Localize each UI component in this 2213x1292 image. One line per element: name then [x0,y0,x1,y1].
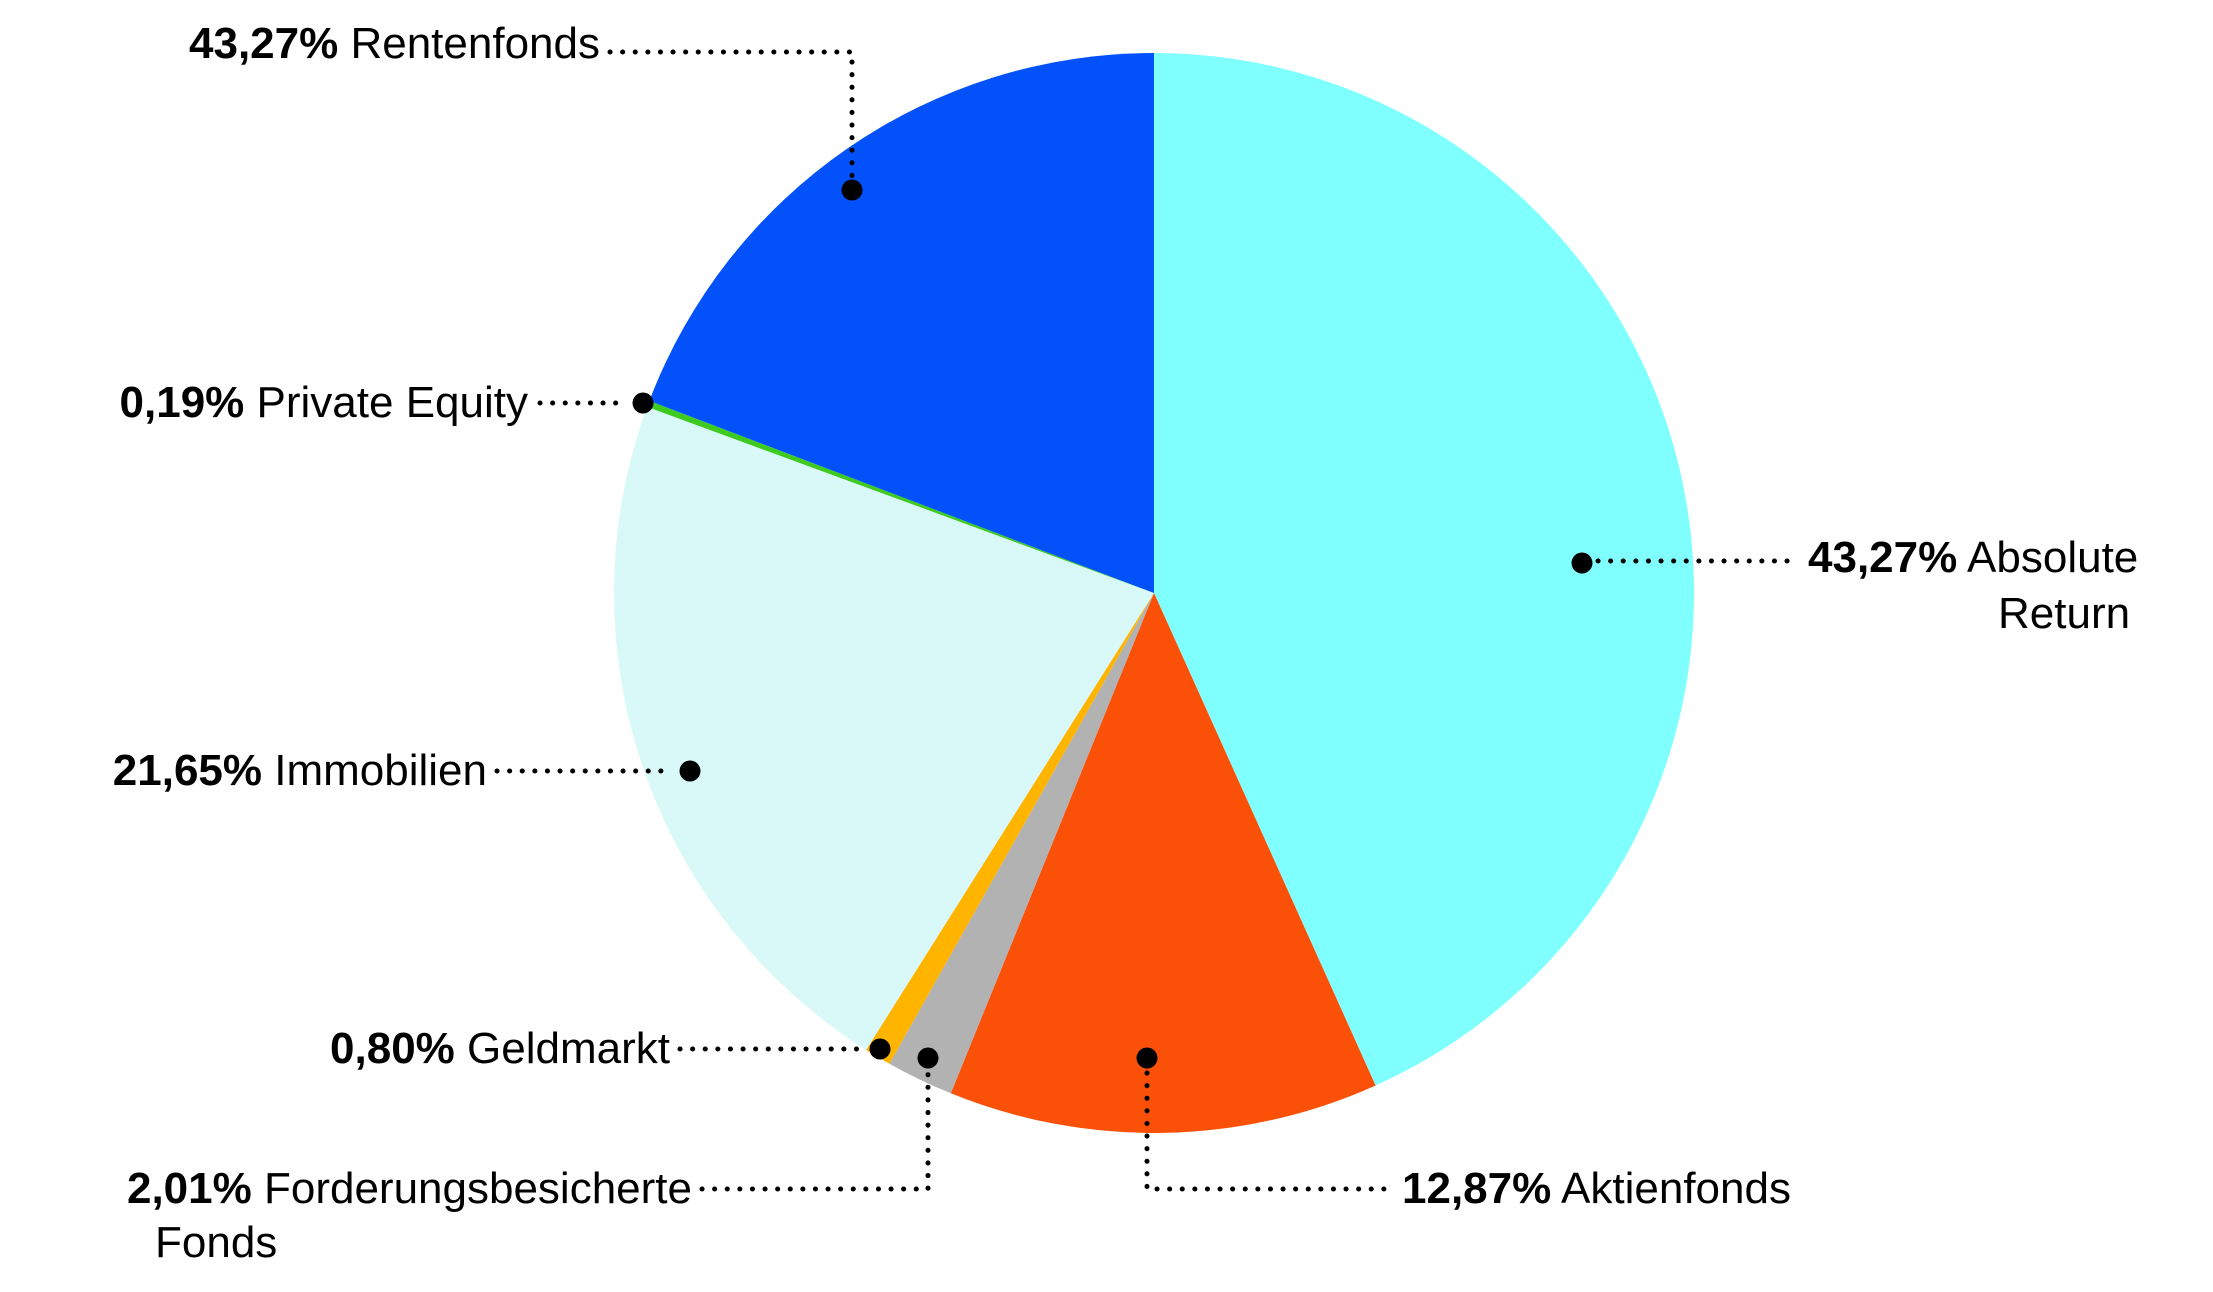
callout-dot-forderungsbesicherte-fonds [917,1047,939,1069]
callout-dot-absolute-return [1571,552,1593,574]
pie-slice-private-equity [647,400,1154,593]
leader-line-aktienfonds [1144,1070,1388,1192]
callout-label-rentenfonds: 43,27% Rentenfonds [189,19,600,69]
slice-name: Geldmarkt [467,1024,670,1073]
percent-value: 0,80% [330,1024,455,1073]
pie-slice-forderungsbesicherte-fonds [889,593,1154,1094]
callout-label-private-equity: 0,19% Private Equity [120,378,528,428]
callout-dot-rentenfonds [841,179,863,201]
slice-name: Aktienfonds [1561,1164,1791,1213]
slice-name: Rentenfonds [350,19,600,68]
pie-slice-geldmarkt [866,593,1154,1064]
callout-label-immobilien: 21,65% Immobilien [113,746,487,796]
pie-slice-absolute-return [1154,53,1695,1086]
callout-dot-private-equity [632,392,654,414]
slice-name: Forderungsbesicherte [263,1164,692,1213]
slice-name: Absolute [1967,533,2139,582]
callout-label-absolute-return-line2: Return [1998,589,2130,639]
callout-dot-aktienfonds [1136,1047,1158,1069]
percent-value: 43,27% [1808,533,1958,582]
leader-line-forderungsbesicherte-fonds [699,1070,931,1192]
callout-label-aktienfonds: 12,87% Aktienfonds [1402,1164,1791,1214]
pie-slice-aktienfonds [950,593,1376,1134]
percent-value: 21,65% [112,746,263,795]
callout-label-forderungsbesicherte-fonds-line2: Fonds [155,1218,277,1268]
leader-line-rentenfonds [607,49,855,180]
percent-value: 0,19% [119,378,245,427]
slice-name: Return [1998,589,2131,638]
callout-label-geldmarkt: 0,80% Geldmarkt [330,1024,670,1074]
callout-dot-immobilien [679,760,701,782]
percent-value: 2,01% [126,1164,252,1213]
slice-name: Private Equity [256,378,528,427]
callout-label-absolute-return-line1: 43,27% Absolute [1808,533,2138,583]
slice-name: Fonds [155,1218,278,1267]
percent-value: 43,27% [189,19,339,68]
callout-label-forderungsbesicherte-fonds-line1: 2,01% Forderungsbesicherte [127,1164,692,1214]
pie-slice-immobilien [613,406,1154,1050]
slice-name: Immobilien [274,746,487,795]
pie-slice-rentenfonds [649,53,1154,593]
percent-value: 12,87% [1402,1164,1552,1213]
callout-dot-geldmarkt [869,1038,891,1060]
